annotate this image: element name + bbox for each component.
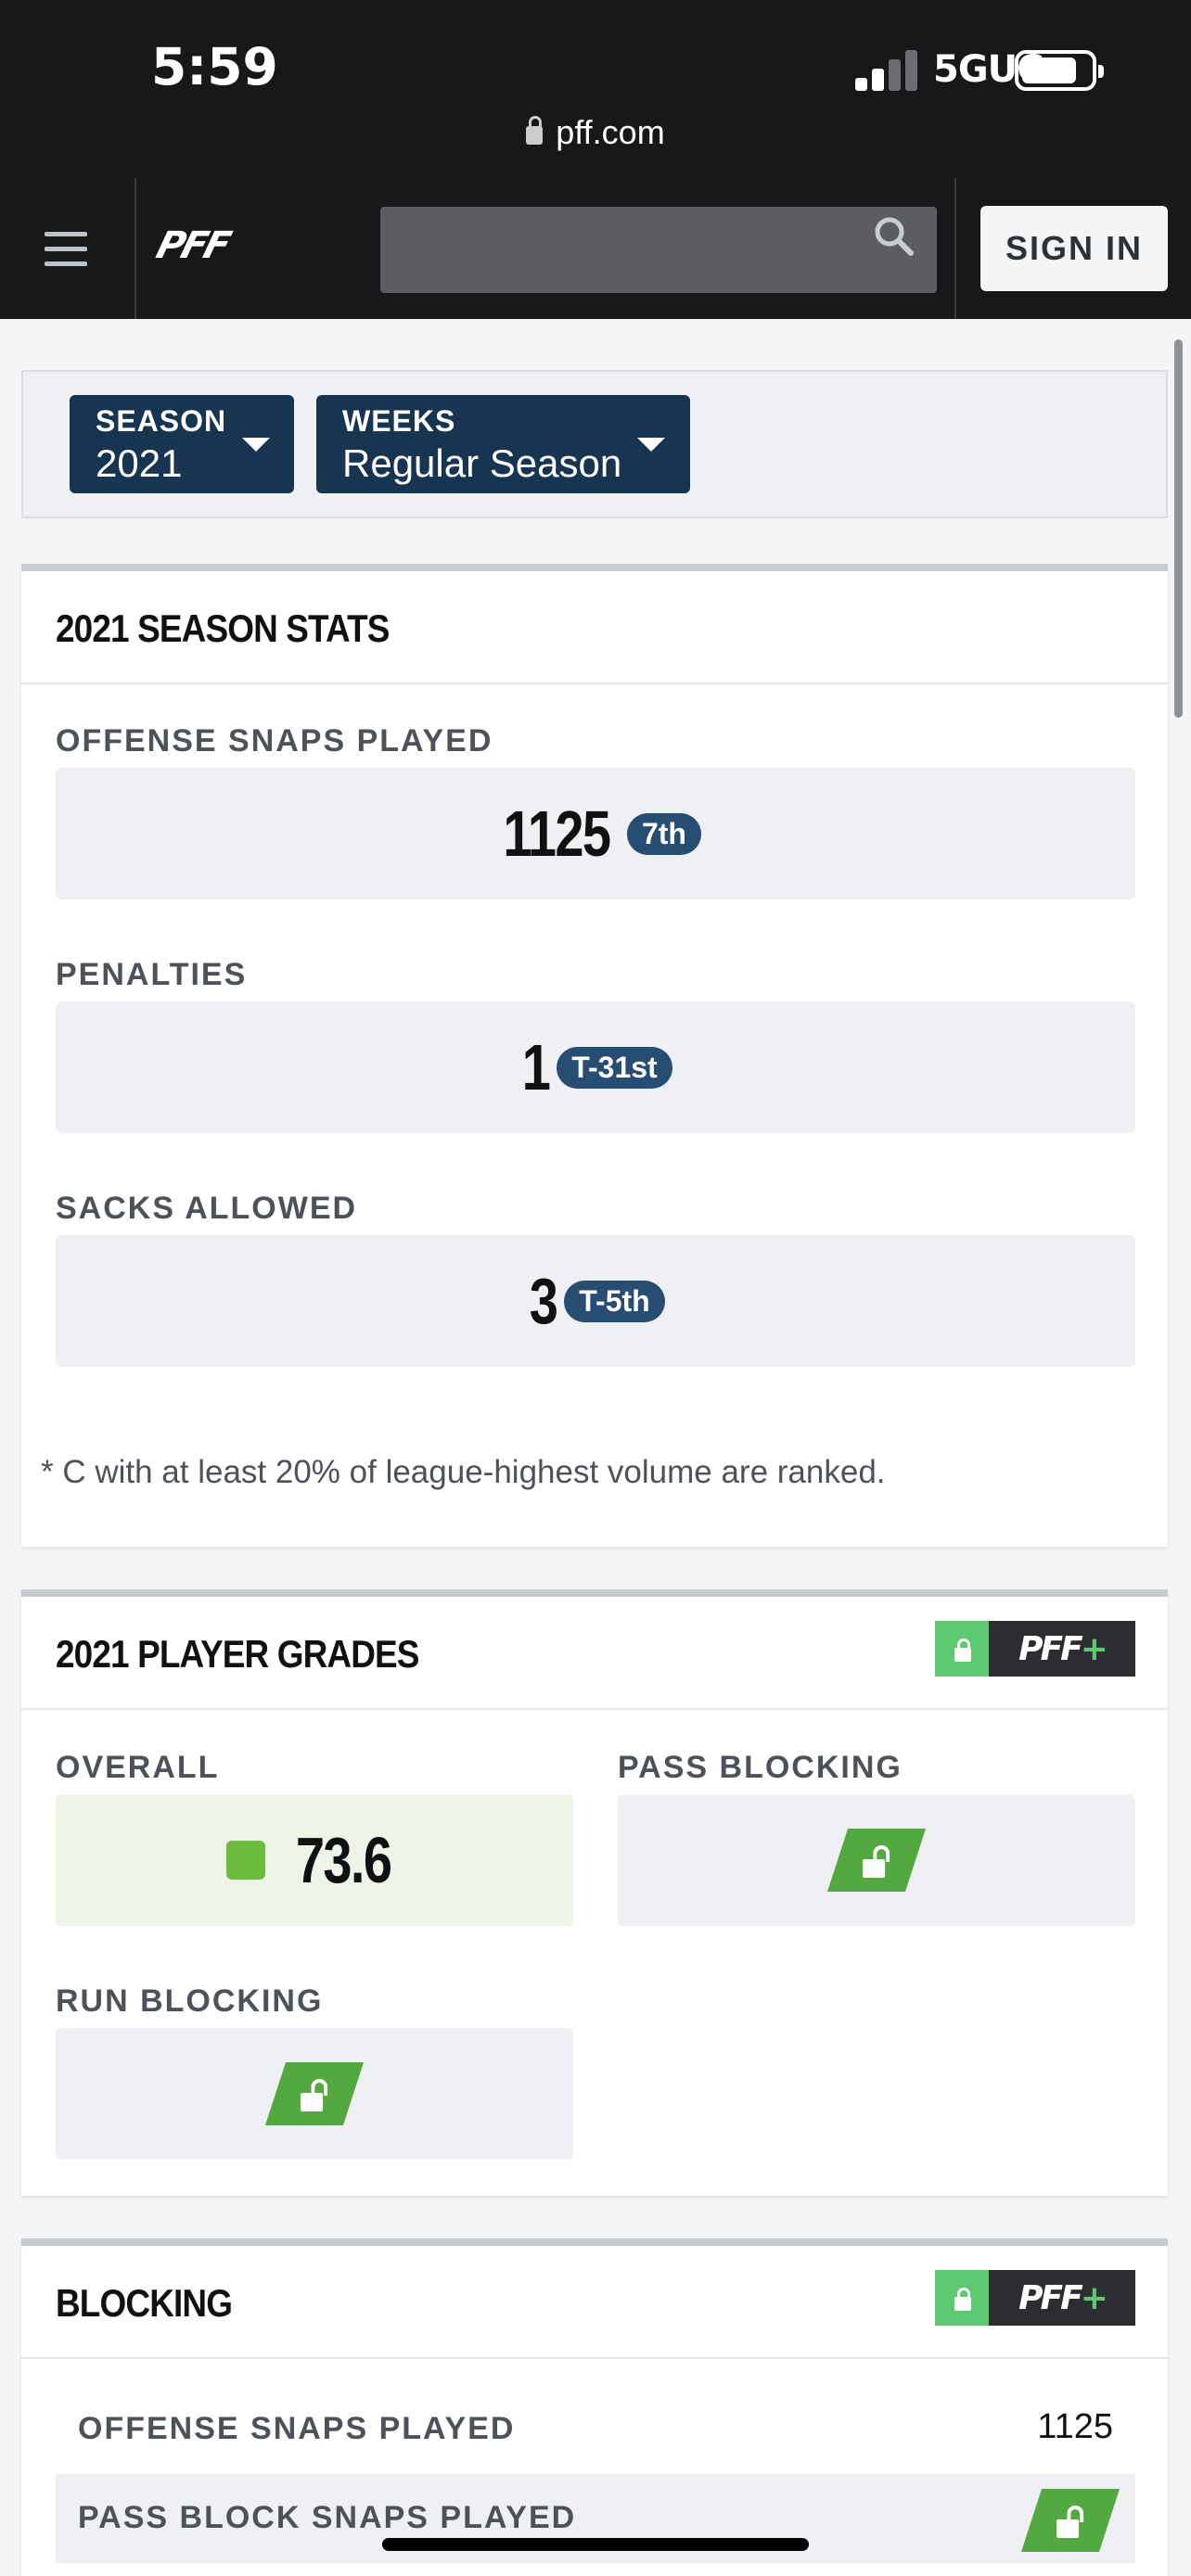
home-indicator[interactable] — [382, 2538, 809, 2551]
weeks-dropdown[interactable]: WEEKS Regular Season — [316, 395, 690, 493]
pff-plus-label: PFF + — [989, 2270, 1135, 2326]
season-label: SEASON — [96, 404, 227, 438]
grade-label: OVERALL — [56, 1750, 220, 1785]
pff-logo[interactable]: PFF — [151, 224, 234, 267]
lock-icon[interactable] — [826, 1829, 927, 1892]
overall-grade-box: 73.6 — [56, 1794, 573, 1926]
chevron-down-icon — [637, 438, 665, 452]
search-icon[interactable] — [872, 214, 916, 259]
status-time: 5:59 — [151, 37, 278, 96]
overall-grade-value: 73.6 — [295, 1824, 392, 1896]
weeks-label: WEEKS — [342, 404, 456, 438]
stat-label: PENALTIES — [56, 957, 248, 992]
card-header: 2021 SEASON STATS — [21, 571, 1168, 684]
search-bar[interactable] — [380, 207, 937, 293]
sign-in-button[interactable]: SIGN IN — [980, 206, 1168, 291]
pff-plus-label: PFF + — [989, 1621, 1135, 1677]
card-title: 2021 PLAYER GRADES — [56, 1632, 419, 1676]
stat-box: 1125 7th — [56, 768, 1135, 899]
lock-icon[interactable] — [264, 2062, 365, 2125]
lock-icon — [526, 116, 544, 145]
card-title: 2021 SEASON STATS — [56, 606, 390, 650]
stat-label: SACKS ALLOWED — [56, 1191, 358, 1226]
stat-value: 1 — [521, 1031, 551, 1103]
lock-icon[interactable] — [1020, 2489, 1121, 2552]
season-dropdown[interactable]: SEASON 2021 — [70, 395, 294, 493]
card-header: BLOCKING PFF + — [21, 2246, 1168, 2359]
stat-value: 1125 — [503, 797, 611, 870]
top-nav: PFF SIGN IN — [0, 178, 1191, 319]
rank-badge: 7th — [626, 812, 701, 855]
row-label: PASS BLOCK SNAPS PLAYED — [78, 2500, 577, 2535]
lock-icon — [935, 1621, 989, 1677]
grade-indicator — [225, 1841, 265, 1880]
card-header: 2021 PLAYER GRADES PFF + — [21, 1597, 1168, 1710]
chevron-down-icon — [242, 438, 270, 452]
grade-label: PASS BLOCKING — [618, 1750, 903, 1785]
pff-plus-badge[interactable]: PFF + — [935, 2270, 1135, 2326]
url-bar[interactable]: pff.com — [0, 113, 1191, 152]
row-value: 1125 — [1037, 2407, 1113, 2446]
scrollbar[interactable] — [1174, 339, 1183, 718]
grade-label: RUN BLOCKING — [56, 1983, 324, 2019]
search-input[interactable] — [380, 207, 937, 293]
lock-icon — [935, 2270, 989, 2326]
row-lock[interactable] — [1020, 2489, 1121, 2552]
stat-label: OFFENSE SNAPS PLAYED — [56, 723, 493, 759]
table-row: OFFENSE SNAPS PLAYED 1125 — [56, 2385, 1135, 2474]
ranking-footnote: * C with at least 20% of league-highest … — [41, 1454, 886, 1490]
battery-icon — [1015, 50, 1104, 91]
menu-icon[interactable] — [45, 232, 87, 266]
stat-box: 3 T-5th — [56, 1235, 1135, 1367]
card-title: BLOCKING — [56, 2281, 233, 2325]
run-blocking-grade-box[interactable] — [56, 2028, 573, 2160]
rank-badge: T-5th — [564, 1280, 665, 1322]
season-value: 2021 — [96, 441, 183, 485]
url-text: pff.com — [556, 113, 665, 151]
rank-badge: T-31st — [557, 1046, 672, 1089]
nav-divider — [954, 178, 956, 319]
pff-plus-badge[interactable]: PFF + — [935, 1621, 1135, 1677]
stat-value: 3 — [530, 1265, 558, 1337]
pass-blocking-grade-box[interactable] — [618, 1794, 1135, 1926]
row-label: OFFENSE SNAPS PLAYED — [78, 2411, 516, 2446]
status-bar: 5:59 5GUC pff.com — [0, 0, 1191, 178]
stat-box: 1 T-31st — [56, 1001, 1135, 1133]
nav-divider — [134, 178, 136, 319]
weeks-value: Regular Season — [342, 441, 622, 485]
signal-icon — [855, 48, 920, 91]
